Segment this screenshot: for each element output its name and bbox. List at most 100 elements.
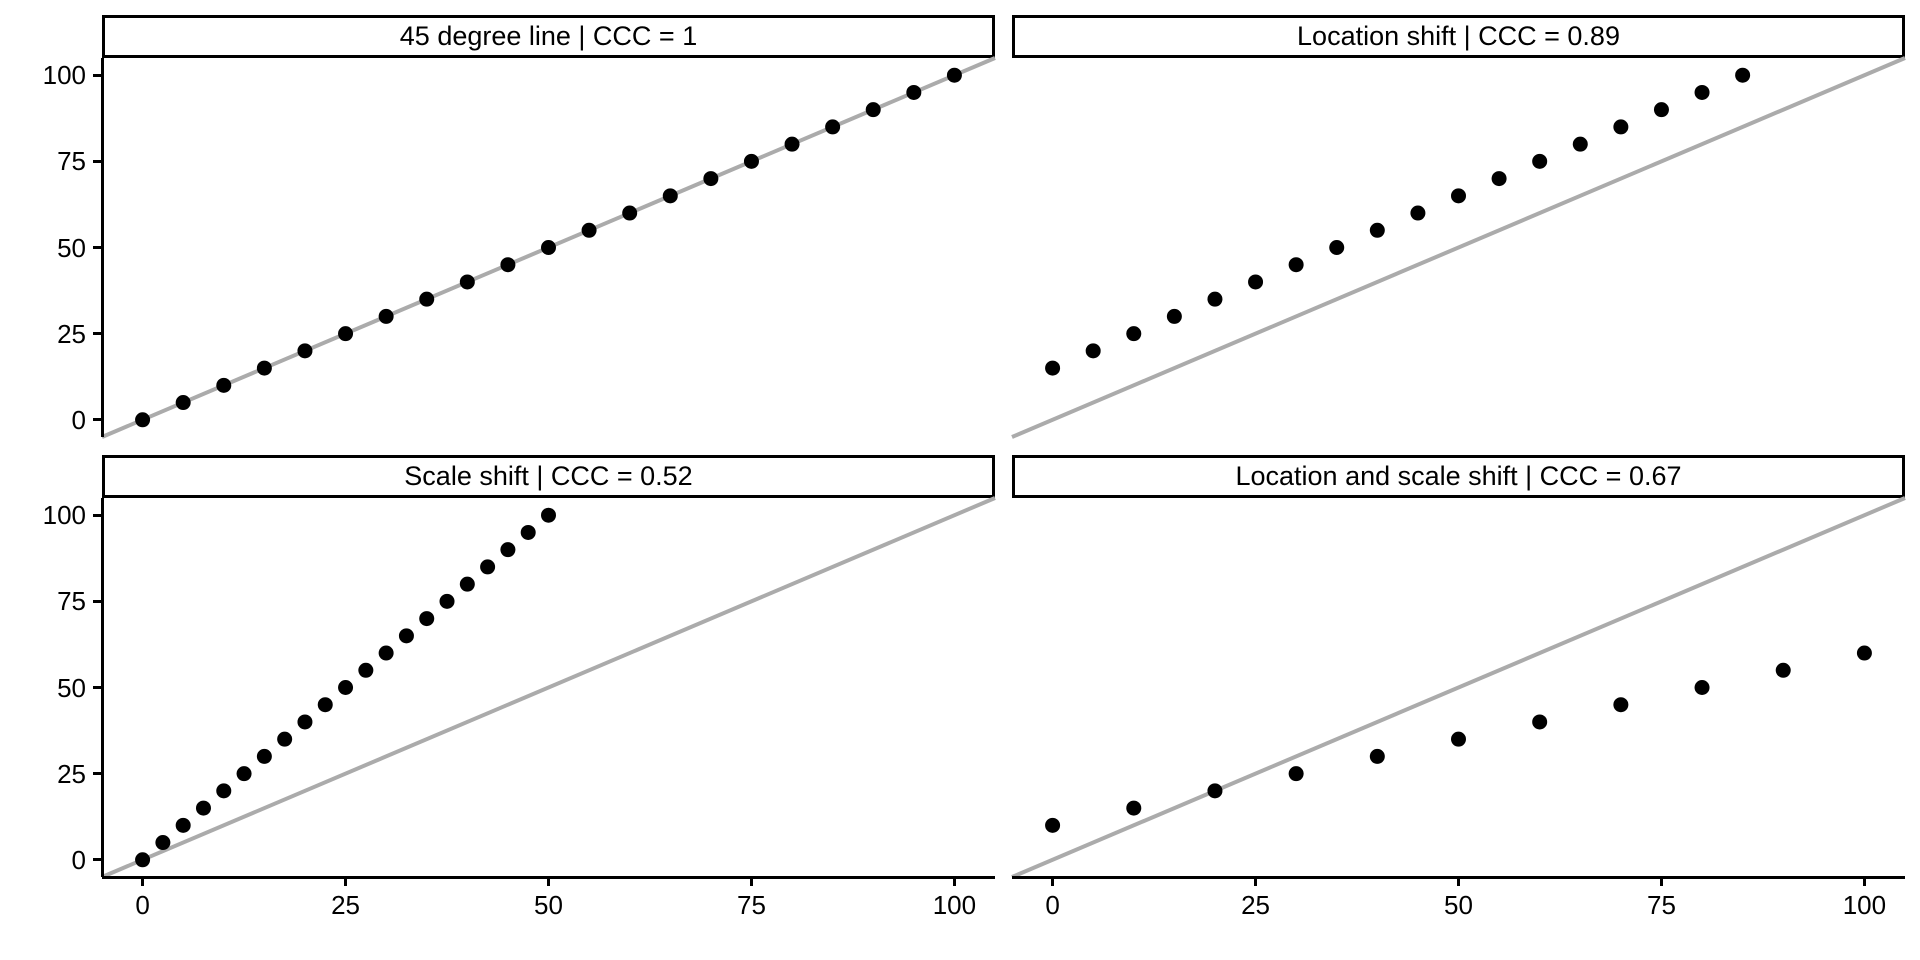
x-tick-mark bbox=[344, 878, 348, 886]
data-point bbox=[459, 274, 475, 290]
y-tick-label: 75 bbox=[57, 586, 86, 617]
y-tick-mark bbox=[93, 73, 101, 77]
data-point bbox=[1775, 662, 1791, 678]
data-point bbox=[135, 412, 151, 428]
data-point bbox=[520, 524, 536, 540]
y-tick-label: 25 bbox=[57, 758, 86, 789]
data-point bbox=[1572, 136, 1588, 152]
data-point bbox=[236, 766, 252, 782]
data-point bbox=[906, 84, 922, 100]
x-tick-label: 0 bbox=[135, 890, 150, 920]
facet-strip: Location and scale shift | CCC = 0.67 bbox=[1012, 455, 1905, 498]
y-tick-mark bbox=[93, 246, 101, 249]
y-tick-label: 0 bbox=[71, 404, 86, 435]
data-point bbox=[1207, 783, 1223, 799]
data-point bbox=[581, 222, 597, 238]
x-tick-label: 0 bbox=[1045, 890, 1060, 920]
x-axis-line bbox=[102, 876, 995, 879]
data-point bbox=[338, 680, 354, 695]
x-tick-mark bbox=[547, 878, 550, 886]
data-point bbox=[784, 136, 800, 152]
data-point bbox=[1329, 240, 1345, 255]
data-point bbox=[1126, 326, 1142, 342]
y-tick-mark bbox=[93, 332, 101, 336]
data-point bbox=[1369, 222, 1385, 238]
panel-45-degree-line: 45 degree line | CCC = 1 bbox=[101, 15, 996, 439]
facet-strip-title: Location shift | CCC = 0.89 bbox=[1297, 21, 1620, 51]
x-tick-label: 100 bbox=[1842, 890, 1887, 920]
data-point bbox=[135, 852, 151, 868]
y-axis-line bbox=[101, 498, 104, 877]
data-point bbox=[338, 326, 354, 342]
data-point bbox=[500, 257, 516, 273]
y-tick-label: 100 bbox=[42, 500, 86, 531]
data-point bbox=[541, 240, 556, 255]
y-tick-mark bbox=[93, 513, 101, 517]
panel-location-and-scale-shift: Location and scale shift | CCC = 0.67 bbox=[1011, 455, 1906, 879]
y-tick-mark bbox=[93, 858, 101, 862]
data-point bbox=[825, 119, 841, 135]
data-point bbox=[1856, 645, 1872, 661]
data-point bbox=[1126, 800, 1142, 816]
data-point bbox=[946, 67, 962, 83]
data-point bbox=[541, 507, 556, 523]
data-point bbox=[1410, 205, 1426, 221]
data-point bbox=[419, 291, 435, 307]
y-tick-mark bbox=[93, 418, 101, 422]
facet-strip-title: Scale shift | CCC = 0.52 bbox=[404, 461, 693, 491]
plot-region bbox=[1011, 496, 1906, 879]
x-tick-label: 50 bbox=[1444, 890, 1473, 920]
panel-scale-shift: Scale shift | CCC = 0.52 bbox=[101, 455, 996, 879]
y-tick-label: 25 bbox=[57, 318, 86, 349]
data-point bbox=[1613, 119, 1629, 135]
x-tick-label: 100 bbox=[932, 890, 977, 920]
plot-region bbox=[101, 496, 996, 879]
x-tick-mark bbox=[1051, 878, 1055, 886]
data-point bbox=[1532, 714, 1548, 730]
data-point bbox=[216, 377, 232, 393]
facet-strip: Location shift | CCC = 0.89 bbox=[1012, 15, 1905, 58]
plot-region bbox=[101, 56, 996, 439]
data-point bbox=[1369, 748, 1385, 764]
y-tick-mark bbox=[93, 159, 101, 163]
data-point bbox=[1288, 257, 1304, 273]
x-tick-label: 50 bbox=[534, 890, 563, 920]
x-tick-mark bbox=[952, 878, 956, 886]
y-tick-mark bbox=[93, 599, 101, 603]
y-tick-label: 0 bbox=[71, 844, 86, 875]
y-tick-label: 50 bbox=[57, 232, 86, 263]
data-point bbox=[480, 559, 496, 575]
data-point bbox=[155, 835, 171, 851]
x-tick-mark bbox=[141, 878, 145, 886]
identity-line bbox=[1011, 496, 1906, 879]
data-point bbox=[1451, 731, 1466, 747]
data-point bbox=[1248, 274, 1264, 290]
x-tick-label: 25 bbox=[331, 890, 360, 920]
data-point bbox=[195, 800, 211, 816]
data-point bbox=[1045, 817, 1061, 833]
data-point bbox=[439, 593, 455, 609]
x-tick-mark bbox=[1457, 878, 1460, 886]
data-point bbox=[500, 542, 516, 558]
data-point bbox=[1045, 360, 1061, 376]
x-tick-label: 25 bbox=[1241, 890, 1270, 920]
data-point bbox=[743, 153, 759, 169]
data-point bbox=[1653, 102, 1669, 118]
data-point bbox=[1085, 343, 1101, 359]
facet-strip: 45 degree line | CCC = 1 bbox=[102, 15, 995, 58]
x-tick-mark bbox=[749, 878, 753, 886]
data-point bbox=[297, 714, 313, 730]
x-axis-line bbox=[1012, 876, 1905, 879]
plot-area bbox=[101, 496, 996, 879]
data-point bbox=[1735, 67, 1751, 83]
data-point bbox=[662, 188, 678, 204]
x-tick-mark bbox=[1254, 878, 1258, 886]
data-point bbox=[398, 628, 414, 644]
data-point bbox=[1694, 680, 1710, 695]
data-point bbox=[1451, 188, 1466, 204]
y-tick-label: 50 bbox=[57, 672, 86, 703]
data-point bbox=[256, 360, 272, 376]
data-point bbox=[317, 697, 333, 713]
x-tick-mark bbox=[1862, 878, 1866, 886]
